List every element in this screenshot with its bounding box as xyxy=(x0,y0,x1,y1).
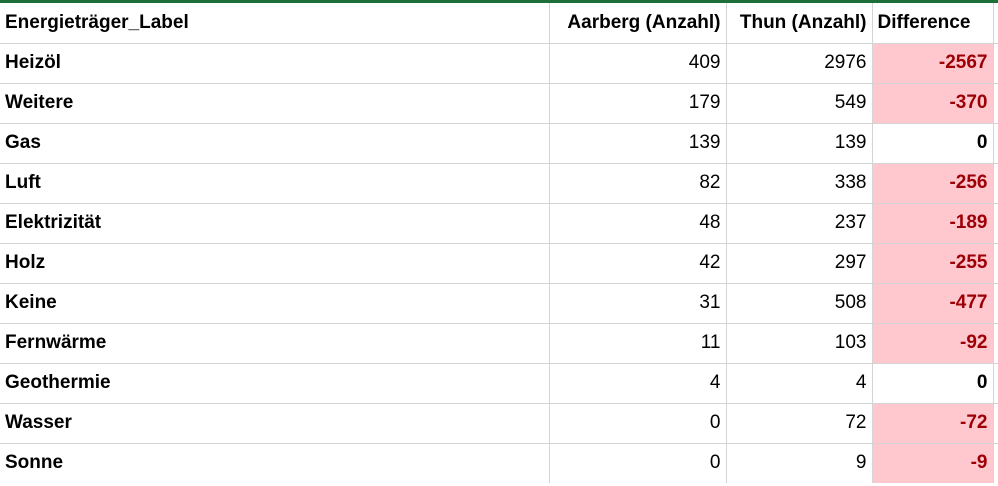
difference-cell[interactable]: -370 xyxy=(872,83,994,124)
difference-cell[interactable]: -189 xyxy=(872,203,994,244)
label-cell[interactable]: Elektrizität xyxy=(0,203,550,244)
table-row: Fernwärme 11 103 -92 xyxy=(0,323,998,364)
table-row: Sonne 0 9 -9 xyxy=(0,443,998,483)
empty-cell[interactable] xyxy=(993,203,998,244)
data-table: Energieträger_Label Aarberg (Anzahl) Thu… xyxy=(0,3,998,483)
aarberg-cell[interactable]: 42 xyxy=(549,243,727,284)
header-cell-thun[interactable]: Thun (Anzahl) xyxy=(726,3,873,44)
difference-cell[interactable]: -477 xyxy=(872,283,994,324)
label-cell[interactable]: Heizöl xyxy=(0,43,550,84)
thun-cell[interactable]: 4 xyxy=(726,363,873,404)
aarberg-cell[interactable]: 82 xyxy=(549,163,727,204)
empty-cell[interactable] xyxy=(993,403,998,444)
table-row: Heizöl 409 2976 -2567 xyxy=(0,43,998,84)
label-cell[interactable]: Wasser xyxy=(0,403,550,444)
thun-cell[interactable]: 72 xyxy=(726,403,873,444)
table-row: Holz 42 297 -255 xyxy=(0,243,998,284)
empty-cell[interactable] xyxy=(993,283,998,324)
empty-cell[interactable] xyxy=(993,123,998,164)
table-row: Geothermie 4 4 0 xyxy=(0,363,998,404)
label-cell[interactable]: Geothermie xyxy=(0,363,550,404)
aarberg-cell[interactable]: 4 xyxy=(549,363,727,404)
thun-cell[interactable]: 297 xyxy=(726,243,873,284)
aarberg-cell[interactable]: 31 xyxy=(549,283,727,324)
difference-cell[interactable]: 0 xyxy=(872,123,994,164)
table-row: Keine 31 508 -477 xyxy=(0,283,998,324)
table-row: Wasser 0 72 -72 xyxy=(0,403,998,444)
header-cell-aarberg[interactable]: Aarberg (Anzahl) xyxy=(549,3,727,44)
aarberg-cell[interactable]: 179 xyxy=(549,83,727,124)
label-cell[interactable]: Holz xyxy=(0,243,550,284)
header-cell-label[interactable]: Energieträger_Label xyxy=(0,3,550,44)
table-row: Elektrizität 48 237 -189 xyxy=(0,203,998,244)
thun-cell[interactable]: 2976 xyxy=(726,43,873,84)
empty-cell[interactable] xyxy=(993,43,998,84)
aarberg-cell[interactable]: 48 xyxy=(549,203,727,244)
difference-cell[interactable]: -9 xyxy=(872,443,994,483)
header-row: Energieträger_Label Aarberg (Anzahl) Thu… xyxy=(0,3,998,44)
thun-cell[interactable]: 549 xyxy=(726,83,873,124)
empty-cell[interactable] xyxy=(993,243,998,284)
label-cell[interactable]: Luft xyxy=(0,163,550,204)
difference-cell[interactable]: -256 xyxy=(872,163,994,204)
thun-cell[interactable]: 103 xyxy=(726,323,873,364)
empty-cell[interactable] xyxy=(993,3,998,44)
aarberg-cell[interactable]: 0 xyxy=(549,403,727,444)
empty-cell[interactable] xyxy=(993,163,998,204)
thun-cell[interactable]: 237 xyxy=(726,203,873,244)
difference-cell[interactable]: -2567 xyxy=(872,43,994,84)
aarberg-cell[interactable]: 11 xyxy=(549,323,727,364)
empty-cell[interactable] xyxy=(993,83,998,124)
selection-edge xyxy=(0,0,998,3)
label-cell[interactable]: Sonne xyxy=(0,443,550,483)
aarberg-cell[interactable]: 139 xyxy=(549,123,727,164)
label-cell[interactable]: Gas xyxy=(0,123,550,164)
difference-cell[interactable]: -92 xyxy=(872,323,994,364)
label-cell[interactable]: Fernwärme xyxy=(0,323,550,364)
thun-cell[interactable]: 139 xyxy=(726,123,873,164)
label-cell[interactable]: Weitere xyxy=(0,83,550,124)
empty-cell[interactable] xyxy=(993,443,998,483)
thun-cell[interactable]: 508 xyxy=(726,283,873,324)
aarberg-cell[interactable]: 0 xyxy=(549,443,727,483)
difference-cell[interactable]: -72 xyxy=(872,403,994,444)
label-cell[interactable]: Keine xyxy=(0,283,550,324)
thun-cell[interactable]: 338 xyxy=(726,163,873,204)
table-row: Gas 139 139 0 xyxy=(0,123,998,164)
aarberg-cell[interactable]: 409 xyxy=(549,43,727,84)
difference-cell[interactable]: -255 xyxy=(872,243,994,284)
table-row: Weitere 179 549 -370 xyxy=(0,83,998,124)
difference-cell[interactable]: 0 xyxy=(872,363,994,404)
empty-cell[interactable] xyxy=(993,323,998,364)
table-row: Luft 82 338 -256 xyxy=(0,163,998,204)
thun-cell[interactable]: 9 xyxy=(726,443,873,483)
empty-cell[interactable] xyxy=(993,363,998,404)
header-cell-difference[interactable]: Difference xyxy=(872,3,994,44)
